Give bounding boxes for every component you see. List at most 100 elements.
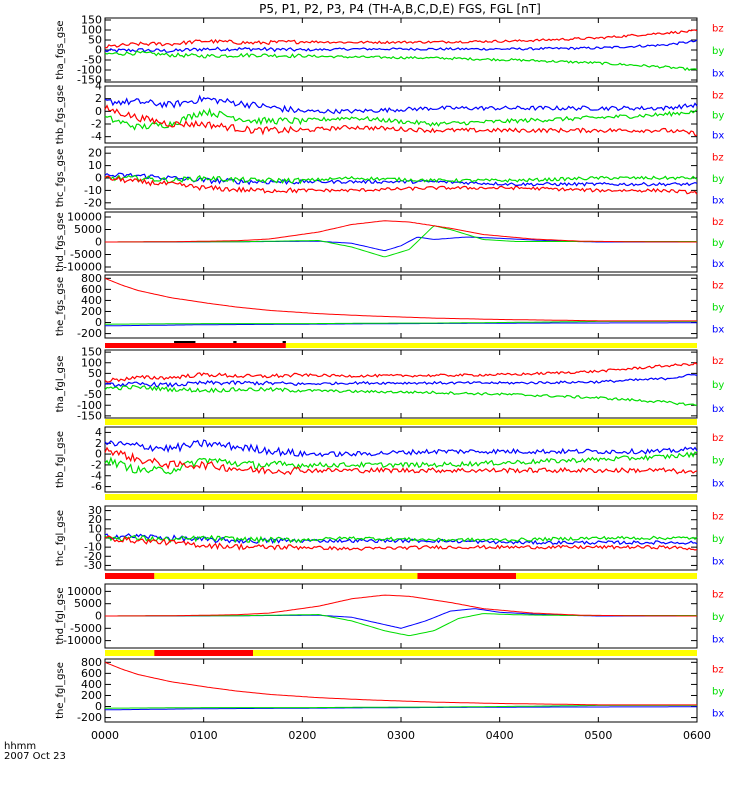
y-tick-label: 0 xyxy=(95,172,102,185)
legend-by: by xyxy=(712,612,724,623)
x-tick-label: 0600 xyxy=(683,729,711,742)
y-tick-label: 0 xyxy=(95,236,102,249)
y-tick-label: 10000 xyxy=(67,211,102,224)
y-axis-label: thd_fgl_gse xyxy=(55,588,66,645)
x-tick-label: 0200 xyxy=(288,729,316,742)
legend-bx: bx xyxy=(712,634,724,645)
flag-segment xyxy=(105,419,697,425)
y-tick-label: -4 xyxy=(91,469,102,482)
y-tick-label: 0 xyxy=(95,316,102,329)
y-tick-label: 0 xyxy=(95,448,102,461)
flag-bar xyxy=(105,573,697,579)
flag-tick xyxy=(174,341,196,343)
flag-segment xyxy=(285,343,697,348)
y-tick-label: 5000 xyxy=(74,223,102,236)
y-tick-label: 2 xyxy=(95,437,102,450)
y-tick-label: 400 xyxy=(81,678,102,691)
y-tick-label: -2 xyxy=(91,118,102,131)
series-bz-line xyxy=(104,361,698,383)
y-tick-label: -6 xyxy=(91,480,102,493)
y-axis-label: the_fgl_gse xyxy=(55,662,66,719)
series-bz-line xyxy=(104,175,698,195)
y-tick-label: 800 xyxy=(81,656,102,669)
y-tick-label: 20 xyxy=(88,147,102,160)
y-tick-label: -150 xyxy=(77,74,102,87)
legend-by: by xyxy=(712,46,724,57)
series-by-line xyxy=(104,50,698,72)
series-by-line xyxy=(104,534,698,544)
y-tick-label: 200 xyxy=(81,689,102,702)
y-tick-label: 600 xyxy=(81,667,102,680)
series-by-line xyxy=(105,613,697,637)
legend-bz: bz xyxy=(712,280,724,291)
x-tick-label: 0300 xyxy=(387,729,415,742)
legend-bz: bz xyxy=(712,512,724,523)
y-tick-label: -5000 xyxy=(70,248,102,261)
y-tick-label: 0 xyxy=(95,532,102,545)
panel-frame xyxy=(104,17,698,83)
y-tick-label: -20 xyxy=(84,550,102,563)
flag-segment xyxy=(105,494,697,500)
legend-bz: bz xyxy=(712,664,724,675)
legend-bx: bx xyxy=(712,196,724,207)
y-tick-label: 100 xyxy=(81,24,102,37)
y-tick-label: -20 xyxy=(84,196,102,209)
legend-by: by xyxy=(712,174,724,185)
y-tick-label: 4 xyxy=(95,80,102,93)
series-bz-line xyxy=(104,535,698,551)
y-tick-label: 5000 xyxy=(74,597,102,610)
panel-frame xyxy=(104,426,698,493)
series-by-line xyxy=(104,174,698,185)
legend-by: by xyxy=(712,534,724,545)
y-tick-label: 0 xyxy=(95,44,102,57)
y-axis-label: tha_fgs_gse xyxy=(55,20,66,79)
legend-by: by xyxy=(712,380,724,391)
series-bx-line xyxy=(105,236,697,252)
y-tick-label: -200 xyxy=(77,711,102,724)
flag-bar xyxy=(105,419,697,425)
series-bz-line xyxy=(104,104,698,137)
y-tick-label: 10 xyxy=(88,522,102,535)
legend-bz: bz xyxy=(712,24,724,35)
legend-by: by xyxy=(712,303,724,314)
legend-bx: bx xyxy=(712,130,724,141)
y-axis-label: thb_fgl_gse xyxy=(55,431,66,488)
y-tick-label: -100 xyxy=(77,399,102,412)
y-tick-label: -10000 xyxy=(63,261,102,274)
legend-bz: bz xyxy=(712,590,724,601)
y-tick-label: -100 xyxy=(77,64,102,77)
x-tick-label: 0100 xyxy=(190,729,218,742)
y-tick-label: 150 xyxy=(81,14,102,27)
x-tick-label: 0500 xyxy=(584,729,612,742)
flag-segment xyxy=(105,650,697,656)
y-tick-label: -10 xyxy=(84,184,102,197)
series-by-line xyxy=(104,451,698,475)
time-axis: 0000 0100 0200 0300 0400 0500 0600 xyxy=(91,729,711,742)
legend-bx: bx xyxy=(712,68,724,79)
y-tick-label: 0 xyxy=(95,700,102,713)
series-bx-line xyxy=(104,439,698,458)
flag-segment xyxy=(154,573,418,579)
y-tick-label: 600 xyxy=(81,283,102,296)
y-tick-label: -10000 xyxy=(63,634,102,647)
time-axis-label-format: hhmm xyxy=(4,741,36,752)
y-tick-label: -50 xyxy=(84,54,102,67)
legend-bx: bx xyxy=(712,478,724,489)
y-tick-label: 200 xyxy=(81,305,102,318)
flag-bar xyxy=(105,494,697,500)
legend-bz: bz xyxy=(712,217,724,228)
series-bz-line xyxy=(104,661,697,706)
panel-frame xyxy=(104,658,698,723)
y-tick-label: -30 xyxy=(84,559,102,572)
y-tick-label: 100 xyxy=(81,356,102,369)
legend-by: by xyxy=(712,456,724,467)
y-tick-label: 30 xyxy=(88,504,102,517)
y-axis-label: thb_fgs_gse xyxy=(55,85,66,144)
y-tick-label: 0 xyxy=(95,610,102,623)
legend-bz: bz xyxy=(712,433,724,444)
y-tick-label: 150 xyxy=(81,346,102,359)
